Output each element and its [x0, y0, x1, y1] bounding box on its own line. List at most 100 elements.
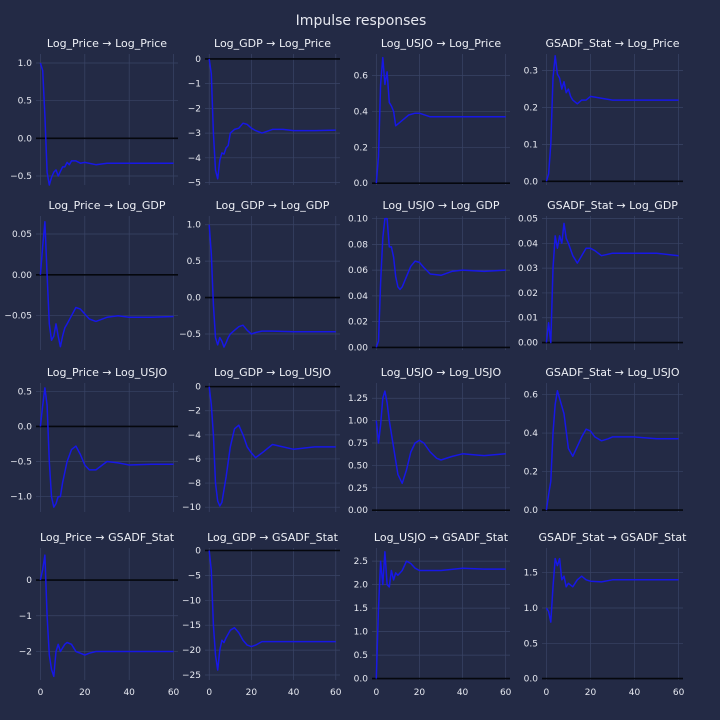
panel-11-ytick-label-0: 0.00 [348, 506, 368, 516]
panel-12: GSADF_Stat → Log_USJO 0.0 0.2 0.4 0.6 [524, 366, 683, 516]
panel-8-ytick-label-2: 0.02 [518, 289, 538, 299]
panel-7-ytick-label-3: 0.06 [348, 266, 368, 276]
panel-15: Log_USJO → GSADF_Stat 0 20 40 60 0.0 0.5 1.0 1.5… [354, 531, 512, 698]
panel-11-ytick-label-3: 0.75 [348, 439, 368, 449]
panel-16-xtick-label-2: 40 [629, 688, 641, 698]
panel-4-title: GSADF_Stat → Log_Price [545, 37, 679, 50]
panel-1-title: Log_Price → Log_Price [47, 37, 167, 50]
panel-11-ytick-label-1: 0.25 [348, 484, 368, 494]
panel-13-ytick-label-1: −1 [19, 612, 32, 622]
panel-7-ytick-label-4: 0.08 [348, 240, 368, 250]
panel-2-ytick-label-5: −5 [188, 179, 201, 189]
panel-10: Log_GDP → Log_USJO 0 −2 −4 −6 −8 −10 [182, 366, 340, 513]
panel-3-ytick-label-0: 0.0 [354, 179, 369, 189]
panel-5-ytick-label-1: 0.00 [12, 271, 32, 281]
panel-6-ytick-label-0: 1.0 [187, 221, 202, 231]
panel-10-ytick-label-3: −6 [188, 455, 202, 465]
panel-1-ytick-label-0: −0.5 [10, 172, 32, 182]
panel-3-ytick-label-3: 0.6 [354, 72, 369, 82]
panel-7-response-line [375, 217, 506, 348]
panel-14-ytick-label-3: −15 [182, 621, 201, 631]
panel-12-title: GSADF_Stat → Log_USJO [545, 366, 680, 379]
panel-16-xtick-label-3: 60 [673, 688, 685, 698]
panel-14-ytick-label-4: −20 [182, 646, 201, 656]
panel-7-ytick-label-5: 0.10 [348, 215, 368, 225]
panel-13-title: Log_Price → GSADF_Stat [40, 531, 175, 544]
panel-15-response-line [375, 551, 506, 679]
panel-3-ytick-label-1: 0.2 [354, 143, 368, 153]
panel-8-ytick-label-3: 0.03 [518, 264, 538, 274]
panel-3-response-line [375, 56, 506, 184]
panel-10-ytick-label-0: 0 [195, 383, 201, 393]
panel-14-title: Log_GDP → GSADF_Stat [207, 531, 339, 544]
panel-16-ytick-label-1: 0.5 [524, 639, 538, 649]
panel-12-ytick-label-1: 0.2 [524, 468, 538, 478]
panel-11-response-line [375, 390, 506, 485]
panel-11-ytick-label-4: 1.00 [348, 417, 368, 427]
panel-7: Log_USJO → Log_GDP 0.00 0.02 0.04 0.06 0.08 0.… [348, 199, 510, 353]
panel-3-ytick-label-2: 0.4 [354, 107, 369, 117]
panel-4: GSADF_Stat → Log_Price 0.0 0.1 0.2 0.3 [524, 37, 683, 187]
panel-14-xtick-label-3: 60 [330, 688, 342, 698]
panel-11-title: Log_USJO → Log_USJO [381, 366, 502, 379]
panel-1-ytick-label-3: 1.0 [18, 59, 33, 69]
panel-13-xtick-label-2: 40 [123, 688, 135, 698]
panel-15-ytick-label-2: 1.0 [354, 628, 369, 638]
panel-5-ytick-label-2: −0.05 [4, 312, 32, 322]
panel-14-ytick-label-5: −25 [182, 671, 201, 681]
panel-16-response-line [545, 557, 679, 623]
panel-13-xtick-label-1: 20 [79, 688, 91, 698]
panel-4-ytick-label-0: 0.0 [524, 177, 539, 187]
panel-16-xtick-label-1: 20 [585, 688, 597, 698]
panel-12-ytick-label-2: 0.4 [524, 429, 539, 439]
panel-13-xtick-label-0: 0 [38, 688, 44, 698]
panel-7-ytick-label-2: 0.04 [348, 292, 368, 302]
panel-8-ytick-label-4: 0.04 [518, 239, 538, 249]
panel-4-response-line [545, 55, 679, 182]
panel-13-ytick-label-2: −2 [19, 647, 32, 657]
panel-15-ytick-label-5: 2.5 [354, 557, 368, 567]
panel-12-ytick-label-0: 0.0 [524, 506, 539, 516]
panel-14-response-line [208, 550, 336, 671]
panel-9-ytick-label-0: 0.5 [18, 387, 32, 397]
panel-7-ytick-label-1: 0.02 [348, 318, 368, 328]
panel-14-ytick-label-1: −5 [188, 571, 201, 581]
panel-5-response-line [39, 220, 174, 348]
panel-16-xtick-label-0: 0 [544, 688, 550, 698]
panel-13-ytick-label-0: 0 [26, 576, 32, 586]
panel-9-ytick-label-2: −0.5 [10, 458, 32, 468]
panel-2-response-line [208, 58, 336, 180]
panel-16-ytick-label-3: 1.5 [524, 569, 538, 579]
panel-11-ytick-label-5: 1.25 [348, 394, 368, 404]
panel-12-response-line [545, 389, 679, 511]
panel-4-ytick-label-1: 0.1 [524, 140, 538, 150]
panel-11-ytick-label-2: 0.50 [348, 461, 368, 471]
panel-15-ytick-label-4: 2.0 [354, 581, 369, 591]
panel-8-ytick-label-1: 0.01 [518, 314, 538, 324]
panel-14: Log_GDP → GSADF_Stat 0 20 40 60 0 −5 −10 −15 −20 −… [182, 531, 342, 698]
panel-6: Log_GDP → Log_GDP 1.0 0.5 0.0 −0.5 [179, 199, 340, 350]
panel-2-ytick-label-1: −1 [188, 80, 201, 90]
panel-6-response-line [208, 224, 336, 348]
panel-14-xtick-label-0: 0 [206, 688, 212, 698]
panel-6-ytick-label-2: 0.0 [187, 294, 202, 304]
panel-15-ytick-label-3: 1.5 [354, 604, 368, 614]
panel-8-ytick-label-5: 0.05 [518, 214, 538, 224]
panel-10-ytick-label-5: −10 [182, 503, 201, 513]
panel-14-ytick-label-0: 0 [195, 546, 201, 556]
panel-8-title: GSADF_Stat → Log_GDP [547, 199, 678, 212]
panel-15-title: Log_USJO → GSADF_Stat [374, 531, 509, 544]
panel-16-ytick-label-0: 0.0 [524, 675, 539, 685]
panel-grid: Log_Price → Log_Price−0.50.00.51.0Log_GD… [4, 37, 687, 698]
panel-16-title: GSADF_Stat → GSADF_Stat [539, 531, 688, 544]
panel-13-response-line [39, 554, 174, 678]
panel-10-ytick-label-1: −2 [188, 407, 201, 417]
panel-2-ytick-label-4: −4 [188, 154, 202, 164]
panel-5-title: Log_Price → Log_GDP [49, 199, 166, 212]
panel-15-xtick-label-1: 20 [414, 688, 426, 698]
panel-10-title: Log_GDP → Log_USJO [214, 366, 331, 379]
panel-9-ytick-label-1: 0.0 [18, 422, 33, 432]
panel-1-response-line [39, 62, 174, 186]
panel-1-ytick-label-1: 0.0 [18, 134, 33, 144]
figure-title: Impulse responses [296, 13, 427, 29]
